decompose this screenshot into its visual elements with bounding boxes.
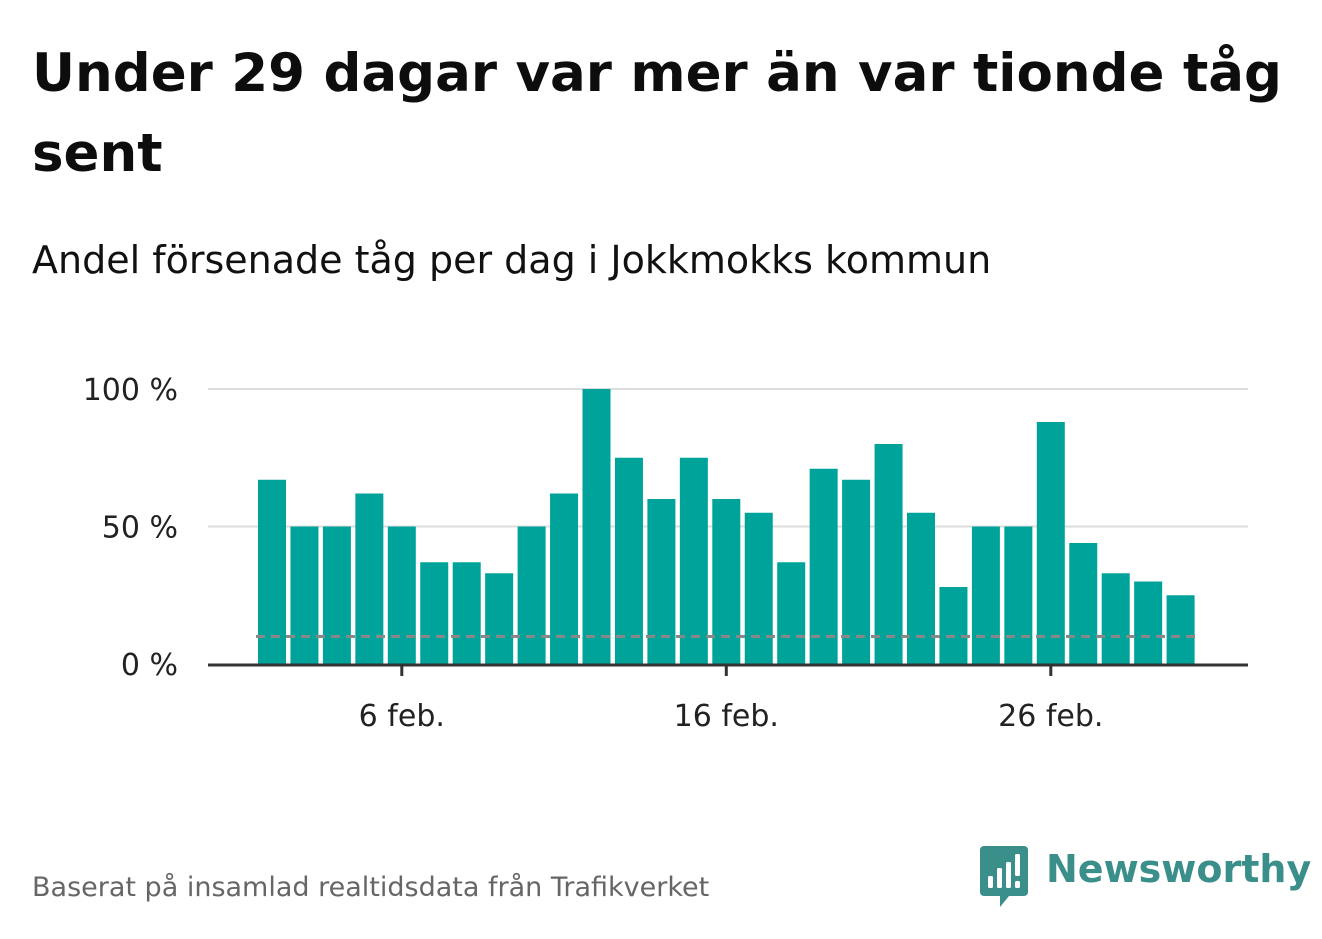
- x-tick-label: 6 feb.: [359, 699, 445, 734]
- bar: [1134, 581, 1163, 664]
- x-tick-label: 26 feb.: [998, 699, 1103, 734]
- bar: [387, 526, 416, 664]
- bar: [485, 573, 514, 664]
- x-axis: [208, 663, 1248, 676]
- bar: [322, 526, 351, 664]
- bar: [258, 479, 286, 664]
- bar: [744, 512, 773, 664]
- y-tick-label: 100 %: [83, 373, 178, 408]
- bar: [355, 493, 384, 664]
- bar: [290, 526, 319, 664]
- bar: [679, 457, 708, 664]
- bar-chart: 0 % 50 % 100 % 6 feb. 16 feb. 26 feb.: [83, 373, 1248, 734]
- y-tick-label: 0 %: [121, 648, 178, 683]
- bar: [777, 562, 806, 664]
- chart-title: Under 29 dagar var mer än var tionde tåg…: [32, 43, 1282, 184]
- bar: [614, 457, 643, 664]
- bar: [647, 499, 676, 664]
- bar: [971, 526, 1000, 664]
- y-tick-label: 50 %: [102, 511, 178, 546]
- brand-logo: Newsworthy: [980, 846, 1311, 908]
- bar: [550, 493, 579, 664]
- bar: [712, 499, 741, 664]
- x-tick-label: 16 feb.: [674, 699, 779, 734]
- brand-name: Newsworthy: [1046, 847, 1312, 891]
- bar: [420, 562, 449, 664]
- bar: [452, 562, 481, 664]
- bar: [1004, 526, 1033, 664]
- bar: [1166, 595, 1195, 664]
- bar: [809, 468, 838, 664]
- bar: [907, 512, 935, 664]
- bar: [842, 479, 871, 664]
- bar: [582, 389, 611, 664]
- bar: [874, 444, 903, 664]
- newsworthy-logo-icon: [980, 846, 1028, 907]
- source-note: Baserat på insamlad realtidsdata från Tr…: [32, 872, 710, 903]
- chart-subtitle: Andel försenade tåg per dag i Jokkmokks …: [32, 238, 992, 282]
- bar: [517, 526, 546, 664]
- bar: [1069, 543, 1098, 664]
- bar: [939, 587, 968, 664]
- bar: [1101, 573, 1130, 664]
- tick-labels: 0 % 50 % 100 % 6 feb. 16 feb. 26 feb.: [83, 373, 1104, 734]
- bars: [258, 389, 1195, 664]
- bar: [1036, 422, 1065, 664]
